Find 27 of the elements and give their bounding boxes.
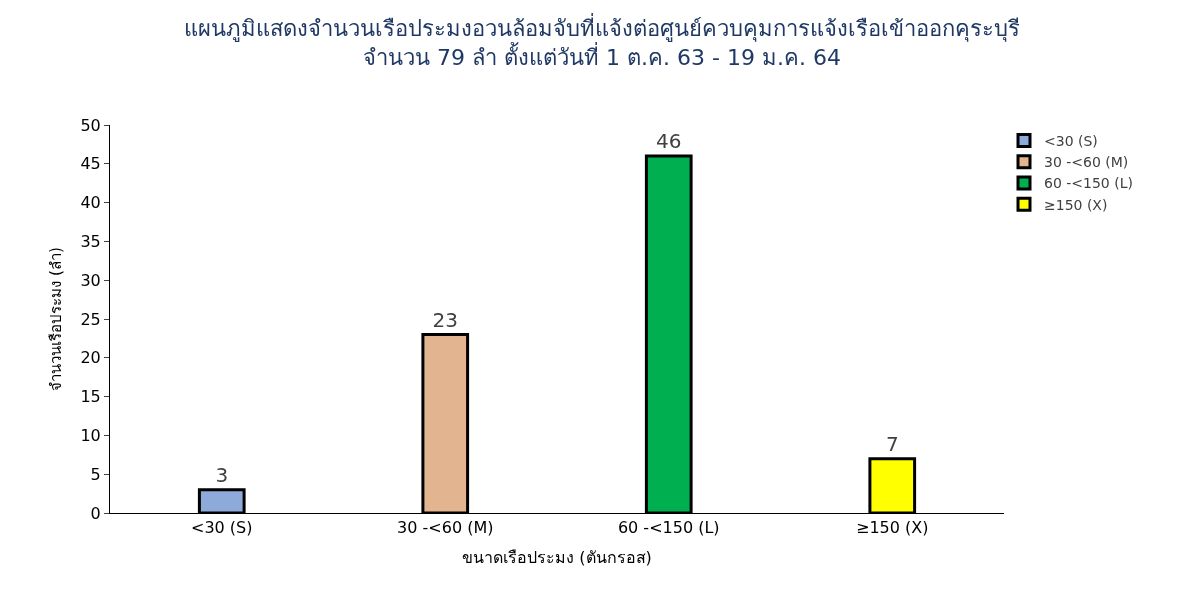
x-tick-label: <30 (S) xyxy=(191,518,253,538)
legend-label: 60 -<150 (L) xyxy=(1044,175,1133,192)
y-tick-label: 0 xyxy=(90,503,101,523)
data-label: 7 xyxy=(885,431,899,456)
x-tick-label: ≥150 (X) xyxy=(856,518,929,538)
legend-label: ≥150 (X) xyxy=(1044,196,1108,213)
y-tick-label: 50 xyxy=(80,115,101,135)
y-tick-label: 20 xyxy=(80,348,101,368)
x-tick-label: 60 -<150 (L) xyxy=(617,518,720,538)
y-tick-label: 30 xyxy=(80,270,101,290)
data-label: 23 xyxy=(432,307,458,332)
chart-title: แผนภูมิแสดงจำนวนเรือประมงอวนล้อมจับที่แจ้งต่อศูนย์ควบคุมการแจ้งเรือเข้าออกคุระบุรี xyxy=(184,13,1020,43)
y-tick-label: 35 xyxy=(80,232,101,251)
y-tick-label: 5 xyxy=(90,464,101,484)
y-tick-label: 45 xyxy=(80,154,101,174)
data-label: 3 xyxy=(215,462,229,487)
x-axis-title: ขนาดเรือประมง (ตันกรอส) xyxy=(462,547,652,567)
x-tick-label: 30 -<60 (M) xyxy=(397,518,494,538)
y-tick-label: 40 xyxy=(80,193,101,213)
y-tick-label: 25 xyxy=(80,309,101,329)
data-label: 46 xyxy=(656,129,682,154)
y-tick-label: 15 xyxy=(80,387,101,407)
y-tick-label: 10 xyxy=(80,426,101,445)
y-axis-title: จำนวนเรือประมง (ลำ) xyxy=(46,247,65,391)
chart-subtitle: จำนวน 79 ลำ ตั้งแต่วันที่ 1 ต.ค. 63 - 19 ม.ค. 64 xyxy=(363,42,841,71)
legend-label: <30 (S) xyxy=(1044,133,1098,150)
legend-label: 30 -<60 (M) xyxy=(1044,154,1129,171)
